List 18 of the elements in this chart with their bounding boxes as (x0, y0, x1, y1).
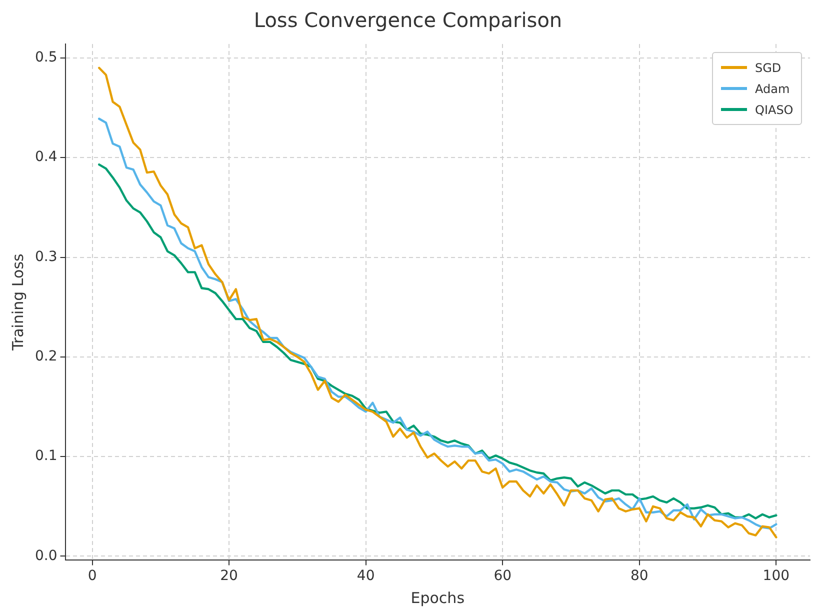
x-tick-label: 100 (762, 568, 790, 584)
x-tick-label: 40 (356, 568, 375, 584)
x-tick-label: 80 (630, 568, 648, 584)
chart-title: Loss Convergence Comparison (254, 8, 562, 32)
legend-label: Adam (755, 82, 790, 96)
y-tick-label: 0.3 (35, 248, 58, 265)
y-tick-label: 0.4 (35, 149, 58, 166)
legend-label: QIASO (755, 102, 794, 116)
y-axis-title: Training Loss (8, 253, 27, 352)
legend-label: SGD (755, 60, 782, 74)
x-tick-label: 0 (88, 568, 97, 584)
y-tick-label: 0.2 (35, 348, 58, 365)
x-tick-label: 60 (494, 568, 512, 584)
x-tick-label: 20 (220, 568, 238, 584)
y-tick-label: 0.1 (35, 448, 58, 464)
y-tick-label: 0.5 (35, 50, 58, 66)
x-axis-title: Epochs (410, 588, 465, 607)
y-tick-label: 0.0 (35, 548, 58, 564)
